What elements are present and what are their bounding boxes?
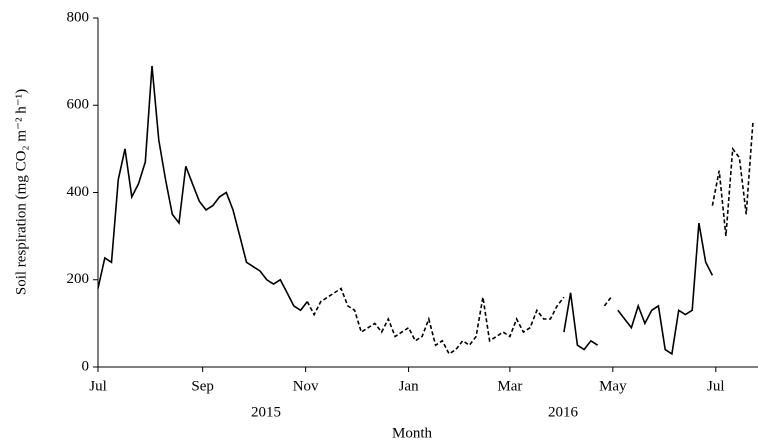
year-label: 2016 [548, 404, 579, 420]
y-tick-label: 600 [67, 97, 90, 113]
line-series [306, 122, 754, 356]
y-axis-label: Soil respiration (mg CO₂ m⁻² h⁻¹) [13, 89, 29, 295]
y-tick-label: 400 [67, 184, 90, 200]
year-label: 2015 [251, 404, 281, 420]
x-tick-label: May [599, 378, 627, 394]
x-tick-label: Mar [497, 378, 522, 394]
x-tick-label: Jul [89, 378, 107, 394]
y-tick-label: 0 [82, 358, 90, 374]
x-tick-label: Jul [707, 378, 725, 394]
line-series [97, 65, 714, 356]
x-tick-label: Nov [293, 378, 319, 394]
y-tick-label: 200 [67, 271, 90, 287]
x-axis-label: Month [392, 425, 433, 441]
x-tick-label: Jan [399, 378, 419, 394]
x-tick-label: Sep [191, 378, 214, 394]
y-tick-label: 800 [67, 9, 90, 25]
